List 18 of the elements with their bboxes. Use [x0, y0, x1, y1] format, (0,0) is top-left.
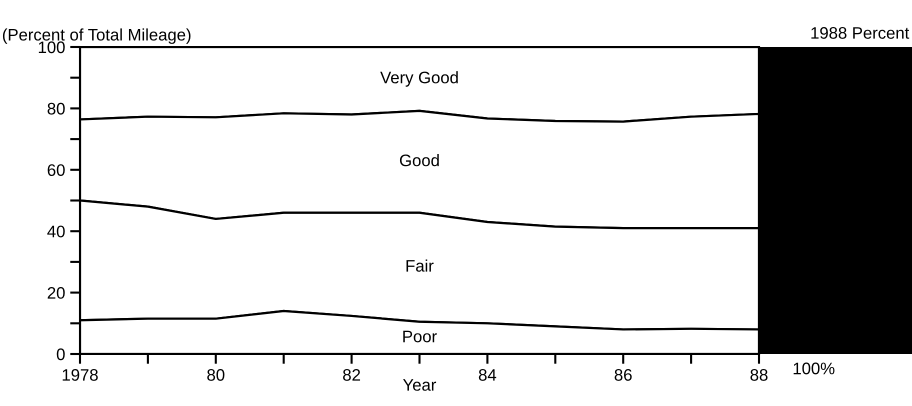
- x-tick-label: 80: [207, 369, 224, 381]
- y-tick-label: 60: [48, 164, 65, 176]
- x-tick-label: 1978: [62, 369, 98, 381]
- series-label: Good: [400, 154, 439, 166]
- x-tick-label: 84: [478, 369, 496, 381]
- y-tick-label: 40: [47, 226, 65, 238]
- text: 1988 Percent: [811, 27, 910, 39]
- text: 100%: [794, 362, 834, 374]
- y-tick-label: 0: [56, 348, 65, 360]
- x-tick-label: 86: [614, 369, 632, 381]
- y-tick-label: 20: [48, 287, 65, 299]
- x-tick-label: 88: [750, 369, 768, 381]
- series-label: Very Good: [380, 71, 458, 87]
- series-label: Poor: [403, 330, 437, 342]
- x-tick-label: 82: [343, 369, 360, 381]
- x-axis-title: Year: [403, 379, 436, 391]
- y-tick-label: 80: [48, 102, 65, 115]
- series-label: Fair: [406, 260, 434, 272]
